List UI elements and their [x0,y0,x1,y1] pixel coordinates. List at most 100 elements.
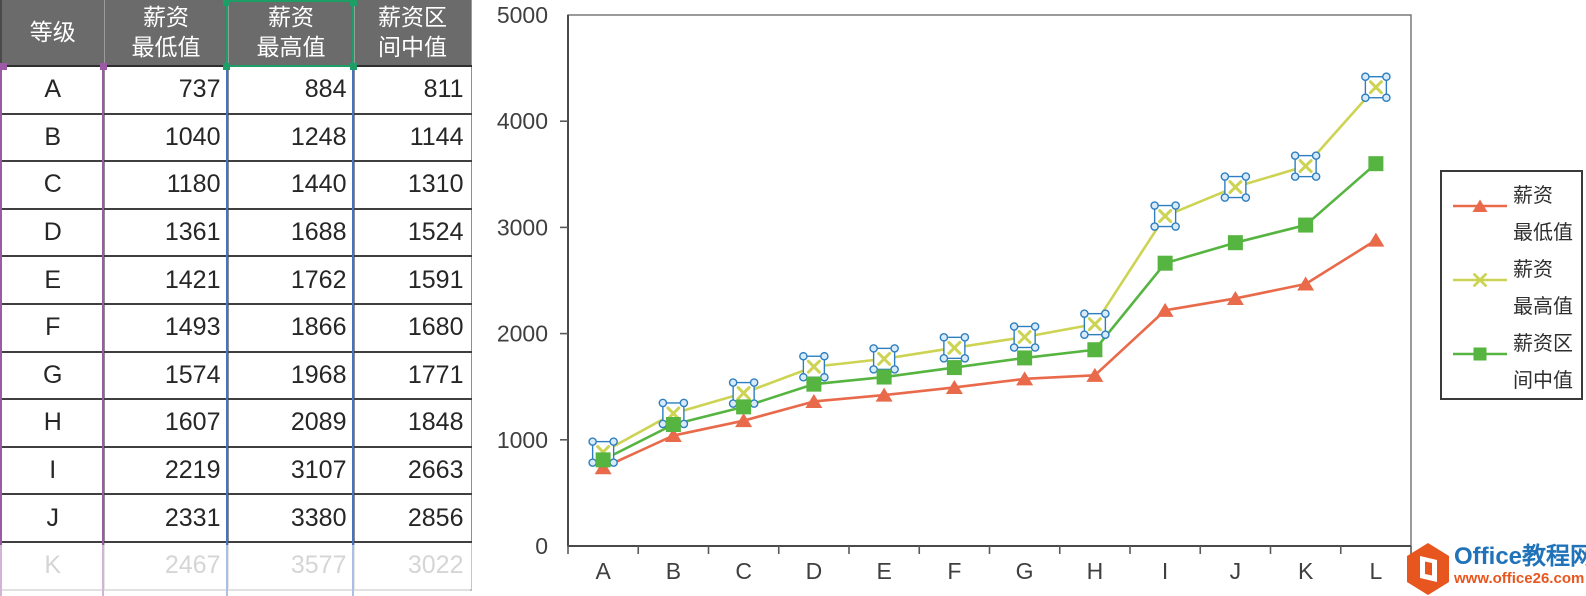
watermark-site-name[interactable]: Office教程网 [1454,543,1586,570]
min-value-cell[interactable]: 2467 [104,541,229,591]
mid-value-cell[interactable]: 1771 [354,351,472,401]
selection-handle-dot[interactable] [1361,72,1370,82]
x-marker[interactable] [947,340,962,355]
selection-handle-dot[interactable] [1171,222,1180,231]
square-marker[interactable] [1368,156,1384,172]
max-value-cell[interactable]: 1688 [228,208,355,258]
min-value-cell[interactable]: 1493 [104,303,229,353]
mid-value-cell[interactable]: 1680 [354,303,472,353]
header-salary-mid[interactable]: 薪资区 间中值 [354,0,472,67]
selection-handle-dot[interactable] [1030,322,1040,331]
header-grade[interactable]: 等级 [1,0,105,67]
grade-cell[interactable]: H [1,399,105,448]
max-value-cell[interactable]: 884 [228,66,355,115]
square-marker[interactable] [946,360,962,376]
max-value-cell[interactable]: 1866 [228,303,355,353]
watermark-url[interactable]: www.office26.com [1454,570,1585,587]
selection-handle-dot[interactable] [749,399,759,408]
min-value-cell[interactable]: 1421 [104,256,229,305]
selection-handle-dot[interactable] [609,458,618,467]
range-handle[interactable] [350,63,357,70]
x-marker[interactable] [877,351,892,366]
selection-handle-dot[interactable] [1382,93,1391,103]
selection-handle-dot[interactable] [588,458,597,467]
selection-handle-dot[interactable] [1241,193,1251,202]
header-salary-max[interactable]: 薪资 最高值 [228,0,355,67]
square-marker[interactable] [595,452,611,468]
selection-handle-dot[interactable] [679,398,689,408]
selection-handle-dot[interactable] [1220,193,1230,202]
x-marker[interactable] [806,359,821,374]
mid-value-cell[interactable]: 1310 [354,161,472,210]
header-salary-min[interactable]: 薪资 最低值 [104,0,229,67]
selection-handle-dot[interactable] [658,398,668,408]
square-marker[interactable] [1087,342,1103,358]
triangle-marker[interactable] [805,393,823,408]
selection-handle-dot[interactable] [1101,330,1110,339]
triangle-marker[interactable] [664,428,682,443]
triangle-marker[interactable] [1086,367,1104,382]
salary-line-chart[interactable]: 0 1000 2000 3000 4000 5000 A B C D E F G H I J K L [470,0,1586,596]
selection-handle-dot[interactable] [1382,72,1391,82]
selection-handle-dot[interactable] [939,354,949,363]
square-marker[interactable] [1227,235,1243,251]
selection-handle-dot[interactable] [890,344,899,353]
selection-handle-dot[interactable] [679,419,689,429]
legend-label[interactable]: 薪资 最低值 [1513,185,1573,244]
triangle-marker[interactable] [1297,276,1315,291]
min-value-cell[interactable]: 1361 [104,208,229,258]
mid-value-cell[interactable]: 1591 [354,256,472,305]
max-value-cell[interactable]: 1440 [228,161,355,210]
selection-handle-dot[interactable] [1311,151,1321,160]
grade-cell[interactable]: G [1,351,105,401]
x-marker[interactable] [1298,159,1313,174]
selection-handle-dot[interactable] [588,437,597,446]
x-marker[interactable] [1228,180,1243,195]
series-line-2[interactable] [602,162,1377,462]
series-polyline[interactable] [602,239,1377,469]
min-value-cell[interactable]: 1574 [104,351,229,401]
range-handle[interactable] [100,63,107,70]
range-handle[interactable] [350,0,357,6]
max-value-cell[interactable]: 3577 [228,541,355,591]
selection-handle-dot[interactable] [939,333,949,342]
selection-handle-dot[interactable] [1150,222,1159,231]
grade-cell[interactable]: I [1,446,105,496]
legend-label[interactable]: 薪资区 间中值 [1513,333,1573,392]
selection-handle-dot[interactable] [1080,330,1089,339]
selection-handle-dot[interactable] [1220,172,1230,181]
series-polyline[interactable] [602,86,1377,454]
selection-handle-dot[interactable] [1290,172,1300,181]
mid-value-cell[interactable]: 2856 [354,494,472,543]
selection-handle-dot[interactable] [869,344,878,353]
selection-handle-dot[interactable] [1150,201,1159,210]
series-markers-0[interactable] [594,232,1385,475]
legend-label[interactable]: 薪资 最高值 [1513,259,1573,318]
selection-handle-dot[interactable] [1241,172,1251,181]
triangle-marker[interactable] [735,413,753,428]
selection-handle-dot[interactable] [869,365,878,374]
grade-cell[interactable]: D [1,208,105,258]
min-value-cell[interactable]: 1040 [104,113,229,163]
x-marker[interactable] [1368,80,1383,95]
min-value-cell[interactable]: 1607 [104,399,229,448]
selection-handle-dot[interactable] [960,333,970,342]
selection-handle-dot[interactable] [1361,93,1370,103]
selection-handle-dot[interactable] [609,437,618,446]
selection-handle-dot[interactable] [658,419,668,429]
max-value-cell[interactable]: 3380 [228,494,355,543]
max-value-cell[interactable]: 1762 [228,256,355,305]
selection-handle-dot[interactable] [1101,309,1110,318]
mid-value-cell[interactable]: 1848 [354,399,472,448]
triangle-marker[interactable] [1226,290,1244,305]
selection-handle-dot[interactable] [820,351,829,361]
mid-value-cell[interactable]: 811 [354,66,472,115]
selection-handle-dot[interactable] [1030,343,1040,352]
selection-handle-dot[interactable] [960,354,970,363]
range-handle[interactable] [223,0,230,6]
y-axis[interactable]: 0 1000 2000 3000 4000 5000 [497,2,569,559]
selection-handle-dot[interactable] [890,365,899,374]
max-value-cell[interactable]: 1968 [228,351,355,401]
x-marker[interactable] [1158,209,1173,224]
series-line-0[interactable] [602,239,1377,469]
